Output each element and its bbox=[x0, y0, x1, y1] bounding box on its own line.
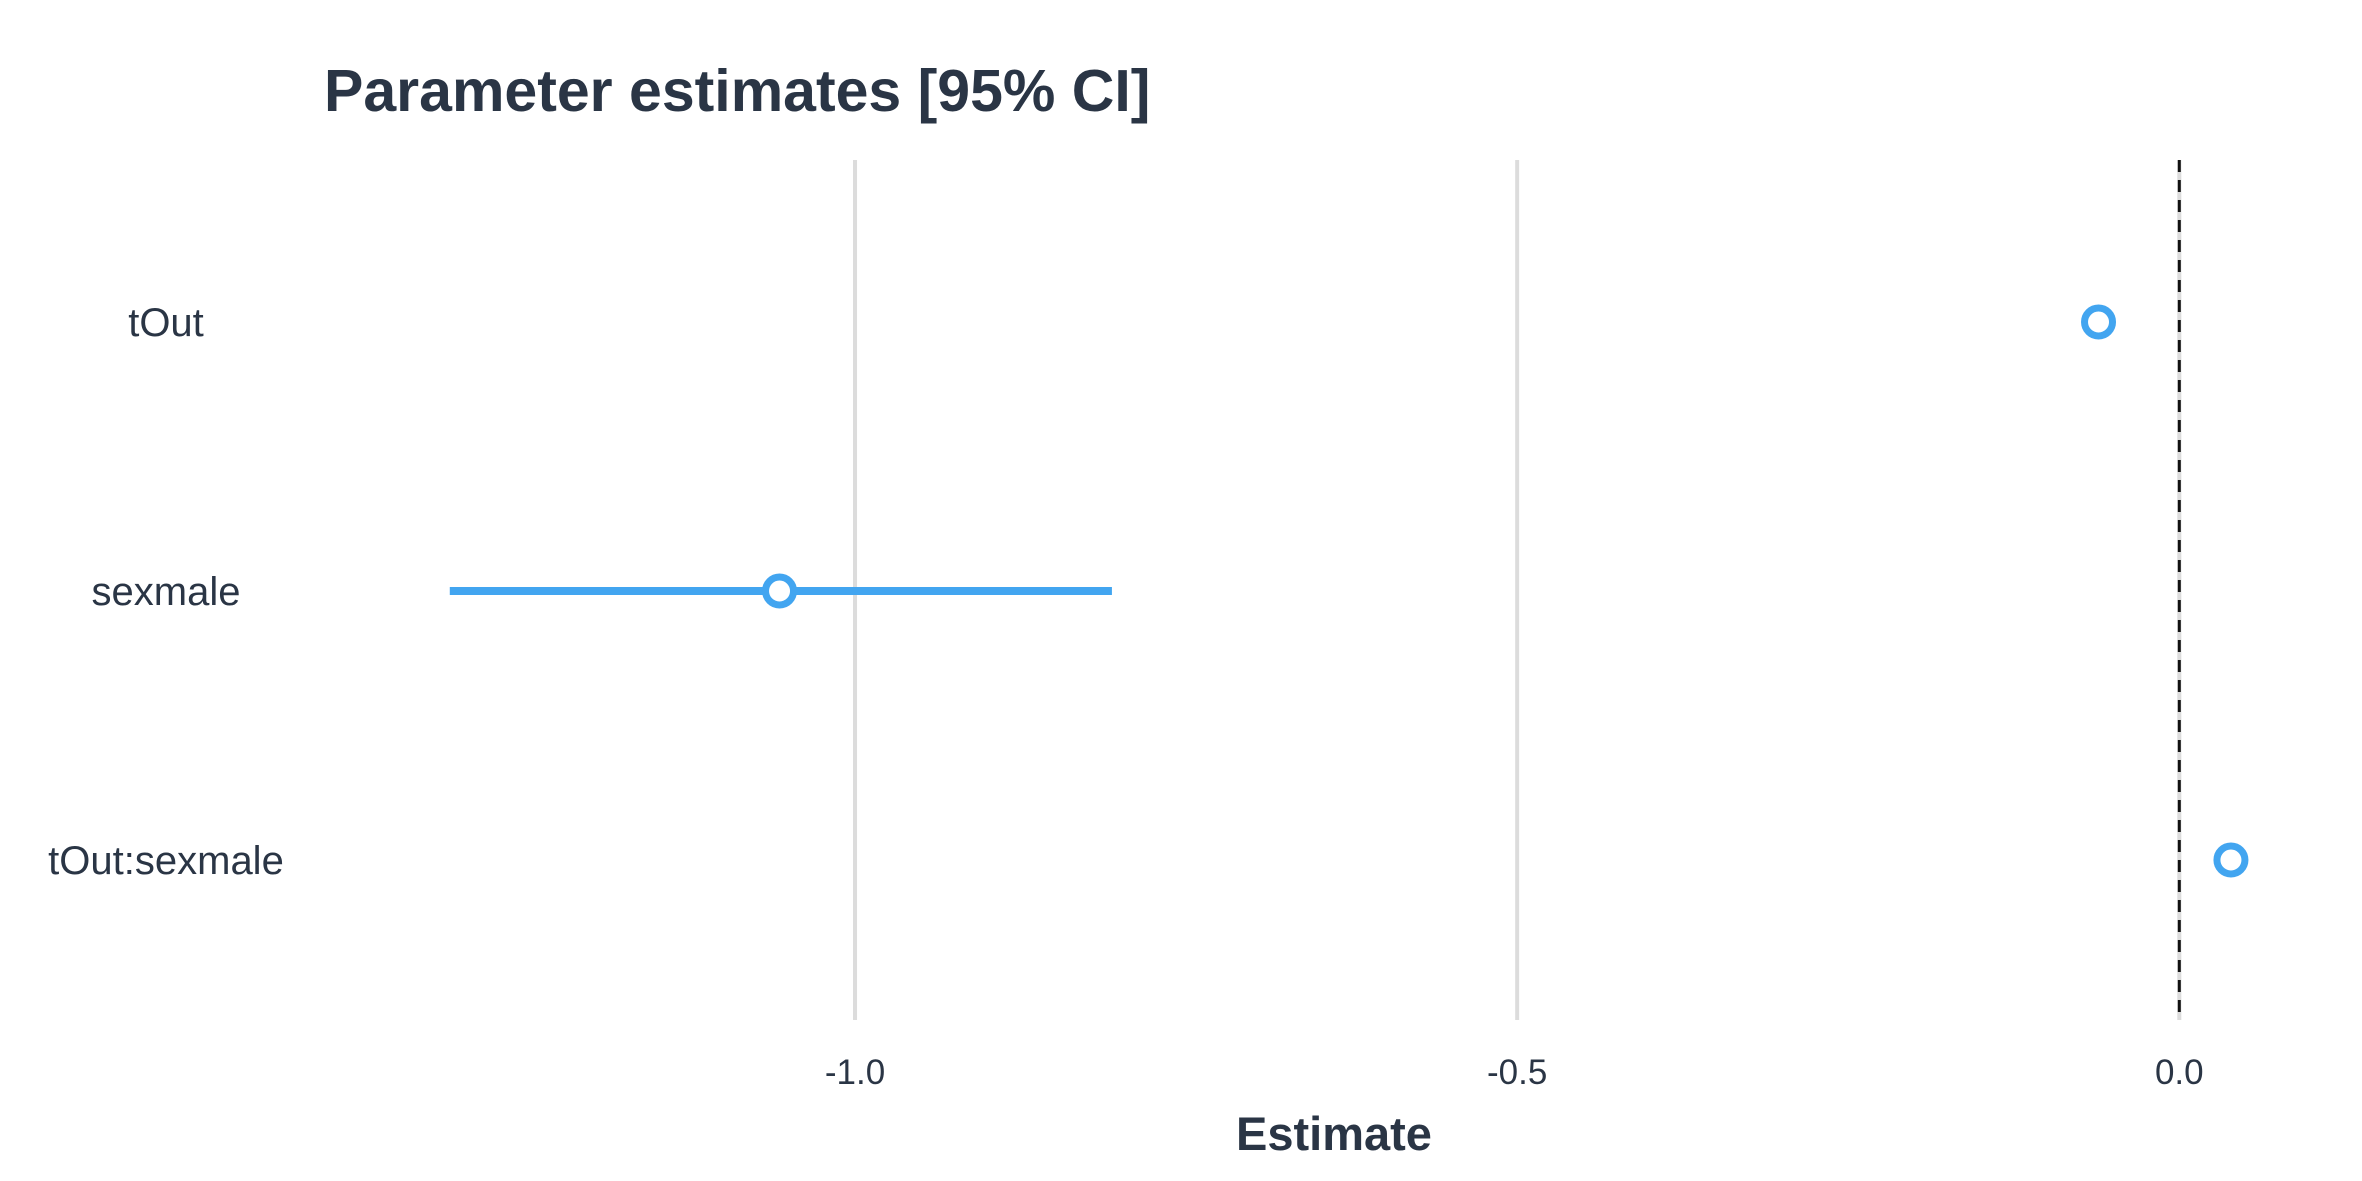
estimate-point bbox=[762, 573, 798, 609]
x-tick-label: -1.0 bbox=[825, 1053, 885, 1092]
category-label-layer: tOut sexmale tOut:sexmale bbox=[48, 301, 284, 883]
category-label: tOut bbox=[128, 301, 204, 345]
x-tick-label: -0.5 bbox=[1487, 1053, 1547, 1092]
x-axis-label: Estimate bbox=[1236, 1107, 1432, 1160]
category-label: sexmale bbox=[92, 570, 241, 614]
ci-layer bbox=[449, 318, 2234, 864]
x-tick-label: 0.0 bbox=[2155, 1053, 2204, 1092]
estimate-point bbox=[2213, 842, 2249, 878]
estimate-point bbox=[2081, 304, 2117, 340]
category-label: tOut:sexmale bbox=[48, 839, 284, 883]
chart-title: Parameter estimates [95% CI] bbox=[324, 58, 1150, 124]
point-layer bbox=[762, 304, 2249, 878]
tick-label-layer: -1.0 -0.5 0.0 bbox=[825, 1053, 2204, 1092]
